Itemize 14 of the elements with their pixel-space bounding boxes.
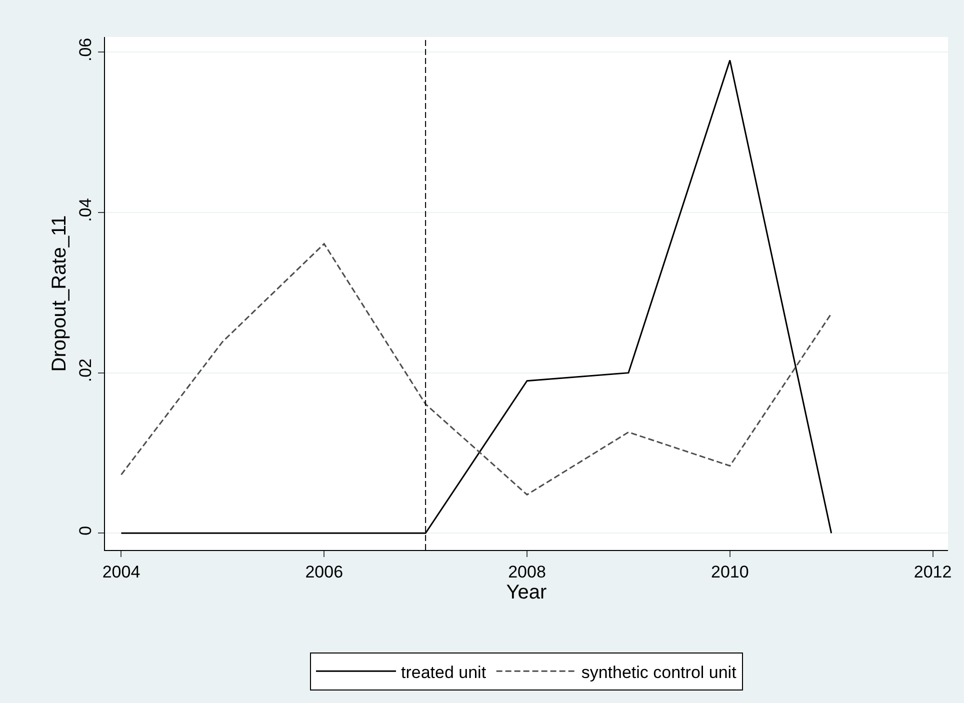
x-tick-label: 2010 xyxy=(710,562,749,582)
x-axis-title: Year xyxy=(506,581,548,604)
x-tick-label: 2012 xyxy=(914,562,952,582)
y-tick-label: .06 xyxy=(76,38,96,62)
y-tick-label: 0 xyxy=(76,526,96,536)
x-tick-label: 2006 xyxy=(305,562,344,582)
legend-label: treated unit xyxy=(401,662,486,682)
legend-label: synthetic control unit xyxy=(581,662,737,682)
y-tick-label: .04 xyxy=(76,198,96,222)
x-tick-label: 2008 xyxy=(508,562,546,582)
y-axis-title: Dropout_Rate_11 xyxy=(48,215,71,372)
line-series xyxy=(120,243,832,496)
x-tick-label: 2004 xyxy=(102,562,140,582)
y-tick-label: .02 xyxy=(76,358,96,382)
